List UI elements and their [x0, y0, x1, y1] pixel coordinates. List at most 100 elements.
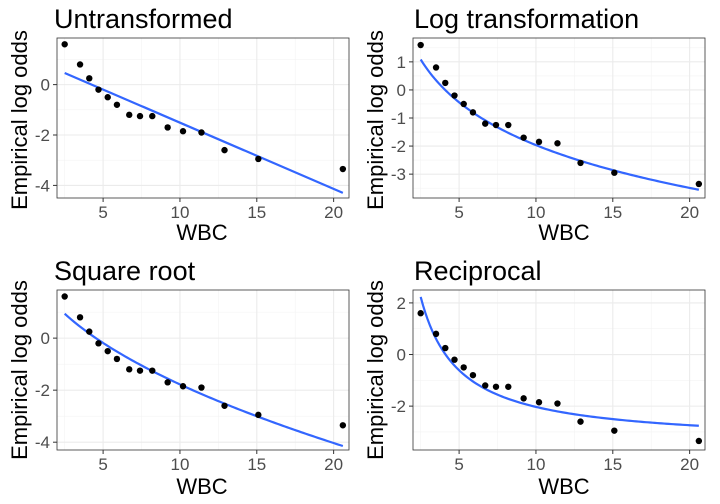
data-point: [442, 344, 449, 352]
data-point: [149, 112, 156, 120]
data-point: [221, 146, 228, 154]
panel-title: Reciprocal: [414, 256, 542, 286]
data-point: [554, 140, 561, 147]
data-point: [520, 395, 527, 402]
data-point: [460, 364, 467, 371]
data-point: [432, 64, 440, 71]
data-point: [417, 41, 424, 49]
y-tick-label: 1: [397, 53, 406, 72]
x-tick-label: 10: [526, 455, 545, 474]
data-point: [469, 371, 477, 379]
fit-line: [419, 296, 699, 427]
fit-line: [419, 58, 700, 191]
data-point: [554, 400, 561, 407]
x-axis-title: WBC: [538, 474, 589, 499]
data-point: [482, 120, 489, 127]
data-point: [136, 112, 144, 120]
x-tick-label: 15: [247, 455, 266, 474]
data-point: [136, 367, 144, 374]
data-point: [695, 180, 703, 188]
data-point: [535, 138, 543, 146]
panel-border: [412, 289, 706, 451]
data-point: [104, 94, 111, 101]
panel-log-transformation: Log transformation WBC Empirical log odd…: [363, 4, 706, 245]
x-tick-label: 20: [324, 203, 343, 222]
x-tick-label: 10: [526, 203, 545, 222]
data-point: [695, 437, 703, 445]
y-tick-label: 0: [397, 346, 406, 365]
data-point: [505, 121, 512, 129]
data-point: [577, 159, 584, 167]
x-tick-label: 10: [170, 455, 189, 474]
x-tick-label: 10: [170, 203, 189, 222]
y-tick-label: -2: [35, 381, 50, 400]
y-tick-label: 0: [41, 329, 50, 348]
y-tick-label: -2: [391, 397, 406, 416]
y-axis-title: Empirical log odds: [7, 30, 32, 210]
data-point: [611, 169, 618, 176]
data-point: [255, 411, 262, 419]
x-tick-label: 15: [603, 203, 622, 222]
data-point: [179, 383, 187, 390]
y-tick-label: -2: [35, 126, 50, 145]
x-tick-label: 5: [454, 203, 463, 222]
x-tick-label: 5: [454, 455, 463, 474]
panel-square-root: Square root WBC Empirical log odds 5 10 15…: [7, 256, 350, 499]
data-point: [611, 427, 618, 434]
y-tick-label: -4: [35, 176, 50, 195]
plot-area: [412, 37, 706, 199]
data-point: [86, 75, 93, 82]
plot-area: [56, 37, 350, 199]
panel-untransformed: Untransformed WBC Empirical log odds 5 10…: [7, 4, 350, 245]
data-point: [255, 155, 262, 163]
x-tick-label: 20: [680, 455, 699, 474]
data-point: [76, 314, 84, 321]
data-point: [535, 399, 543, 406]
y-tick-label: -1: [391, 109, 406, 128]
data-point: [149, 367, 156, 374]
data-point: [113, 355, 121, 363]
data-point: [61, 293, 68, 300]
data-point: [104, 347, 111, 355]
y-tick-label: -3: [391, 165, 406, 184]
data-point: [492, 383, 500, 390]
panel-title: Log transformation: [414, 4, 639, 34]
data-point: [61, 41, 68, 48]
data-point: [492, 121, 500, 129]
y-tick-label: 0: [397, 81, 406, 100]
data-point: [126, 366, 133, 373]
data-point: [451, 92, 458, 99]
x-tick-label: 5: [98, 455, 107, 474]
data-point: [164, 124, 171, 131]
x-axis-title: WBC: [176, 474, 227, 499]
y-tick-label: 2: [397, 294, 406, 313]
fit-line: [63, 312, 344, 448]
y-tick-label: -2: [391, 137, 406, 156]
data-point: [164, 379, 171, 386]
panel-title: Untransformed: [54, 4, 233, 34]
x-tick-label: 5: [98, 203, 107, 222]
y-tick-label: 0: [41, 76, 50, 95]
data-point: [442, 79, 449, 87]
data-point: [520, 134, 527, 141]
data-point: [417, 310, 424, 317]
data-point: [339, 165, 347, 173]
data-point: [432, 330, 440, 338]
data-point: [482, 382, 489, 389]
data-point: [76, 61, 84, 68]
data-point: [95, 340, 102, 347]
y-axis-title: Empirical log odds: [363, 280, 388, 460]
data-point: [221, 402, 228, 409]
data-point: [469, 109, 477, 116]
panel-border: [56, 37, 350, 199]
data-point: [451, 356, 458, 363]
x-tick-label: 20: [324, 455, 343, 474]
plot-area: [56, 289, 350, 451]
data-point: [179, 128, 187, 135]
x-axis-title: WBC: [176, 220, 227, 245]
panel-reciprocal: Reciprocal WBC Empirical log odds 5 10 15 2…: [363, 256, 706, 499]
y-tick-label: -4: [35, 433, 50, 452]
panel-border: [56, 289, 350, 451]
x-tick-label: 15: [247, 203, 266, 222]
